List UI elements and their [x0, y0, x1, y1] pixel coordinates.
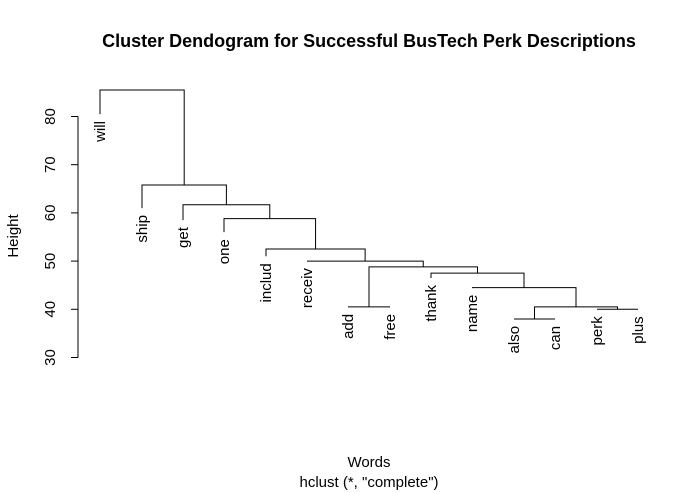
dendrogram-branch	[265, 248, 366, 262]
dendrogram-branch	[223, 218, 317, 250]
y-tick-label: 70	[42, 156, 59, 173]
dendrogram-tree	[99, 89, 638, 320]
y-tick-label: 80	[42, 108, 59, 125]
leaf-label: also	[506, 326, 523, 354]
leaf-labels: will ship get one includ receiv add free thank na…	[92, 121, 647, 353]
y-tick-label: 60	[42, 205, 59, 222]
x-axis-label: Words	[347, 454, 390, 471]
leaf-label: can	[547, 326, 564, 350]
leaf-label: includ	[258, 263, 275, 302]
leaf-label: receiv	[299, 268, 316, 309]
dendrogram-branch	[182, 204, 271, 221]
leaf-label: perk	[589, 316, 606, 346]
dendrogram-branch	[99, 89, 185, 185]
leaf-label: name	[464, 295, 481, 333]
leaf-label: plus	[630, 316, 647, 344]
leaf-label: will	[92, 121, 109, 143]
y-axis-label: Height	[5, 213, 22, 257]
leaf-label: thank	[423, 284, 440, 321]
y-axis: 30 40 50 60 70 80	[42, 108, 79, 366]
y-tick-label: 40	[42, 301, 59, 318]
chart-title: Cluster Dendogram for Successful BusTech…	[102, 31, 636, 51]
leaf-label: get	[175, 226, 192, 248]
dendrogram-branch	[472, 287, 577, 307]
dendrogram-branch	[430, 272, 525, 288]
method-sublabel: hclust (*, "complete")	[299, 474, 438, 491]
y-tick-label: 50	[42, 253, 59, 270]
leaf-label: ship	[134, 215, 151, 243]
dendrogram-branch	[307, 260, 424, 267]
leaf-label: add	[340, 314, 357, 339]
y-tick-label: 30	[42, 349, 59, 366]
leaf-label: one	[216, 239, 233, 264]
leaf-label: free	[382, 314, 399, 340]
